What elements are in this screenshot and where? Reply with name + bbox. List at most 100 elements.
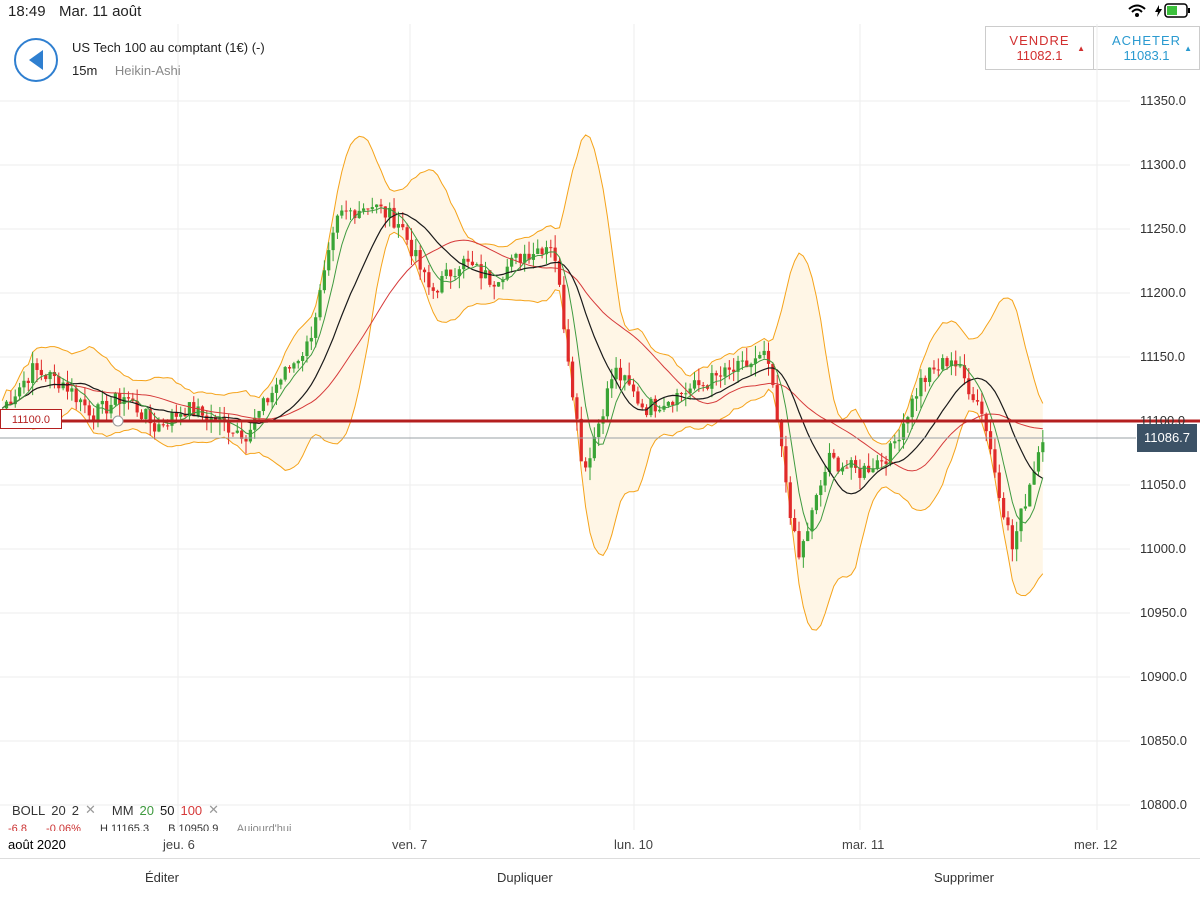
candle-body bbox=[719, 375, 723, 377]
candle-body bbox=[849, 460, 853, 468]
candle-body bbox=[322, 270, 326, 291]
candle-body bbox=[692, 380, 697, 389]
candle-body bbox=[65, 382, 70, 392]
candle-body bbox=[779, 420, 784, 447]
candle-body bbox=[157, 424, 161, 432]
candle-body bbox=[579, 418, 583, 462]
candle-body bbox=[409, 239, 414, 257]
buy-button[interactable]: ACHETER 11083.1 ▲ bbox=[1093, 27, 1200, 69]
candle-body bbox=[758, 355, 762, 359]
chart-type-label[interactable]: Heikin-Ashi bbox=[114, 63, 181, 78]
price-tick-label: 11150.0 bbox=[1140, 349, 1186, 364]
boll-period: 20 bbox=[51, 802, 66, 818]
mm-label[interactable]: MM bbox=[111, 802, 134, 818]
candle-body bbox=[113, 393, 117, 405]
candle-body bbox=[174, 411, 178, 417]
timeframe-label[interactable]: 15m bbox=[72, 63, 98, 78]
candle-body bbox=[370, 207, 374, 210]
candle-body bbox=[340, 210, 344, 216]
candle-body bbox=[888, 443, 893, 464]
candle-body bbox=[388, 207, 392, 218]
candle-body bbox=[553, 247, 557, 261]
candle-body bbox=[92, 415, 96, 423]
candle-body bbox=[588, 458, 592, 468]
candle-body bbox=[819, 485, 823, 496]
price-tick-label: 11050.0 bbox=[1140, 477, 1187, 492]
buy-arrow-up-icon: ▲ bbox=[1184, 44, 1192, 53]
candle-body bbox=[492, 284, 496, 287]
candle-body bbox=[827, 452, 832, 472]
price-tick-label: 10900.0 bbox=[1140, 669, 1187, 684]
candle-body bbox=[353, 210, 357, 219]
candle-body bbox=[57, 376, 61, 389]
status-date: Mar. 11 août bbox=[59, 3, 142, 20]
mm-20: 20 bbox=[139, 802, 154, 818]
candle-body bbox=[296, 360, 300, 364]
candle-body bbox=[658, 409, 662, 412]
candle-body bbox=[932, 367, 936, 370]
remove-mm-close-icon[interactable]: ✕ bbox=[208, 802, 220, 817]
candle-body bbox=[483, 270, 488, 279]
candle-body bbox=[1015, 531, 1019, 550]
candle-body bbox=[440, 275, 444, 293]
bollinger-lower-line bbox=[1, 231, 1044, 631]
candle-body bbox=[610, 379, 614, 389]
boll-label[interactable]: BOLL bbox=[12, 802, 46, 818]
edit-button[interactable]: Éditer bbox=[145, 870, 179, 885]
candle-body bbox=[405, 227, 409, 240]
candle-body bbox=[270, 392, 274, 403]
candle-body bbox=[470, 261, 475, 266]
candle-body bbox=[100, 400, 104, 405]
candle-body bbox=[74, 388, 78, 403]
price-tick-label: 11300.0 bbox=[1140, 157, 1187, 172]
candle-body bbox=[644, 407, 649, 416]
candle-body bbox=[274, 384, 279, 393]
candle-body bbox=[962, 365, 967, 379]
candle-body bbox=[636, 391, 640, 404]
candle-body bbox=[22, 380, 26, 388]
duplicate-button[interactable]: Dupliquer bbox=[497, 870, 553, 885]
candle-body bbox=[70, 388, 74, 392]
candle-body bbox=[9, 401, 13, 405]
back-button[interactable] bbox=[14, 38, 58, 82]
candle-body bbox=[449, 269, 453, 277]
current-price-flag: 11086.7 bbox=[1137, 424, 1197, 452]
candle-body bbox=[618, 367, 623, 381]
candle-body bbox=[575, 397, 579, 419]
candle-body bbox=[875, 460, 879, 469]
mm50-line bbox=[1, 212, 1044, 495]
trade-box: VENDRE 11082.1 ▲ ACHETER 11083.1 ▲ bbox=[985, 26, 1200, 70]
horizontal-level-flag[interactable]: 11100.0 bbox=[0, 409, 62, 429]
candle-body bbox=[549, 247, 553, 249]
ohlc-line: -6.8 -0.06% H 11165.3 B 10950.9 Aujourd'… bbox=[8, 823, 308, 831]
ohlc-change-pct: -0.06% bbox=[46, 823, 81, 831]
candle-body bbox=[431, 287, 435, 291]
candle-body bbox=[753, 358, 758, 364]
time-tick-label: jeu. 6 bbox=[163, 837, 195, 852]
candle-body bbox=[1006, 517, 1010, 526]
candle-body bbox=[562, 284, 566, 330]
candle-body bbox=[109, 404, 113, 414]
candle-body bbox=[536, 248, 540, 254]
candle-body bbox=[631, 384, 636, 392]
candle-body bbox=[1002, 497, 1006, 518]
price-tick-label: 10800.0 bbox=[1140, 797, 1187, 812]
candle-body bbox=[671, 401, 675, 406]
sell-button[interactable]: VENDRE 11082.1 ▲ bbox=[986, 27, 1094, 69]
candle-body bbox=[880, 460, 884, 462]
candle-body bbox=[971, 394, 975, 401]
candle-body bbox=[1019, 508, 1023, 532]
candle-body bbox=[375, 204, 379, 208]
delete-button[interactable]: Supprimer bbox=[934, 870, 994, 885]
time-tick-label: août 2020 bbox=[8, 837, 66, 852]
candle-body bbox=[814, 495, 819, 511]
candle-body bbox=[292, 363, 296, 369]
candle-body bbox=[975, 400, 980, 402]
instrument-subtitle: 15m Heikin-Ashi bbox=[72, 63, 181, 78]
candle-body bbox=[87, 405, 91, 416]
remove-boll-close-icon[interactable]: ✕ bbox=[84, 802, 96, 817]
ohlc-high: H 11165.3 bbox=[99, 823, 150, 831]
back-arrow-icon bbox=[29, 50, 43, 70]
level-drag-handle[interactable] bbox=[112, 415, 124, 427]
